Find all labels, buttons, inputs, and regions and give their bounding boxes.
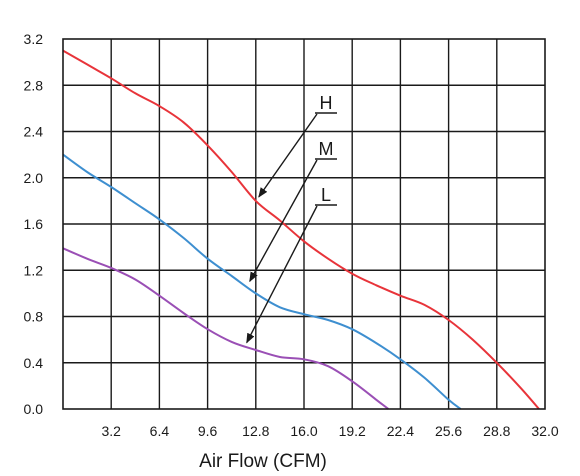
- y-tick-label: 1.6: [24, 216, 44, 232]
- y-tick-label: 1.2: [24, 262, 44, 278]
- annotation-label-l: L: [321, 185, 331, 205]
- annotation-label-h: H: [320, 93, 333, 113]
- y-tick-label: 0.0: [24, 401, 44, 417]
- y-tick-labels: 0.0 0.4 0.8 1.2 1.6 2.0 2.4 2.8 3.2: [24, 31, 44, 417]
- y-tick-label: 2.4: [24, 124, 44, 140]
- x-tick-label: 3.2: [101, 423, 121, 439]
- annotation-arrow-l: [246, 205, 318, 344]
- y-tick-label: 2.8: [24, 77, 44, 93]
- y-tick-label: 3.2: [24, 31, 44, 47]
- y-tick-label: 0.4: [24, 355, 44, 371]
- x-tick-label: 12.8: [242, 423, 269, 439]
- x-tick-label: 28.8: [483, 423, 510, 439]
- x-tick-label: 16.0: [290, 423, 317, 439]
- annotation-arrow-h: [258, 113, 318, 198]
- y-tick-label: 2.0: [24, 170, 44, 186]
- series-lines: [62, 49, 540, 410]
- annotations: H M L: [246, 93, 337, 344]
- annotation-label-m: M: [319, 139, 334, 159]
- series-line-l: [62, 247, 389, 410]
- annotation-arrow-m: [249, 159, 318, 283]
- y-tick-label: 0.8: [24, 309, 44, 325]
- x-tick-label: 25.6: [435, 423, 462, 439]
- x-tick-label: 9.6: [198, 423, 218, 439]
- series-line-h: [62, 49, 540, 410]
- x-tick-label: 19.2: [339, 423, 366, 439]
- plot-frame: [62, 38, 546, 410]
- x-tick-label: 22.4: [387, 423, 414, 439]
- x-axis-label: Air Flow (CFM): [199, 451, 327, 472]
- x-tick-label: 32.0: [531, 423, 558, 439]
- x-tick-labels: 3.2 6.4 9.6 12.8 16.0 19.2 22.4 25.6 28.8 32.0: [101, 423, 558, 439]
- x-tick-label: 6.4: [150, 423, 170, 439]
- grid: [63, 39, 545, 409]
